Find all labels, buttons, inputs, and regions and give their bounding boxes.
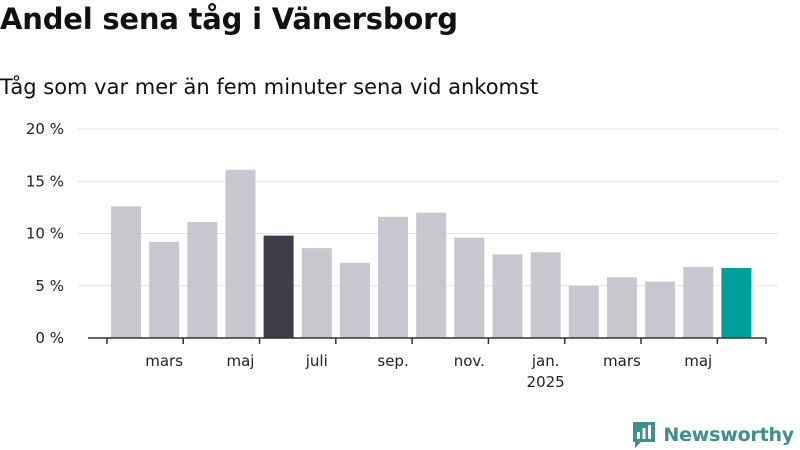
bar xyxy=(263,235,294,338)
bar xyxy=(721,267,752,338)
x-tick-label: mars xyxy=(145,352,183,370)
bar xyxy=(378,216,409,338)
bar xyxy=(225,169,256,338)
x-tick-label: nov. xyxy=(454,352,485,370)
bar xyxy=(568,285,599,338)
x-tick-label: maj xyxy=(226,352,254,370)
bar xyxy=(645,281,676,338)
y-tick-label: 5 % xyxy=(35,277,64,295)
bar xyxy=(416,212,447,338)
bar xyxy=(339,262,370,338)
x-tick-label: juli xyxy=(305,352,328,370)
x-tick-label: jan. xyxy=(531,352,560,370)
x-tick-label: mars xyxy=(603,352,641,370)
x-tick-label: maj xyxy=(684,352,712,370)
brand-name: Newsworthy xyxy=(663,424,794,446)
bar xyxy=(530,252,561,338)
y-tick-label: 0 % xyxy=(35,329,64,347)
bar-chart-speech-bubble-icon xyxy=(633,422,656,448)
bar-chart: 0 % 5 % 10 % 15 % 20 % mars maj juli sep. nov. jan… xyxy=(26,120,778,391)
bar xyxy=(149,241,180,338)
x-tick-year-label: 2025 xyxy=(527,373,565,391)
bar xyxy=(301,248,332,338)
y-tick-label: 15 % xyxy=(26,172,64,190)
y-tick-label: 10 % xyxy=(26,225,64,243)
y-tick-label: 20 % xyxy=(26,120,64,138)
chart-subtitle: Tåg som var mer än fem minuter sena vid … xyxy=(0,75,539,99)
bar xyxy=(683,266,714,338)
newsworthy-brand: Newsworthy xyxy=(631,420,794,450)
bar xyxy=(606,277,637,338)
x-tick-label: sep. xyxy=(377,352,408,370)
bar xyxy=(454,237,485,338)
bar xyxy=(111,206,141,338)
bar xyxy=(492,254,523,338)
chart-title: Andel sena tåg i Vänersborg xyxy=(0,2,458,36)
bar xyxy=(187,222,218,338)
